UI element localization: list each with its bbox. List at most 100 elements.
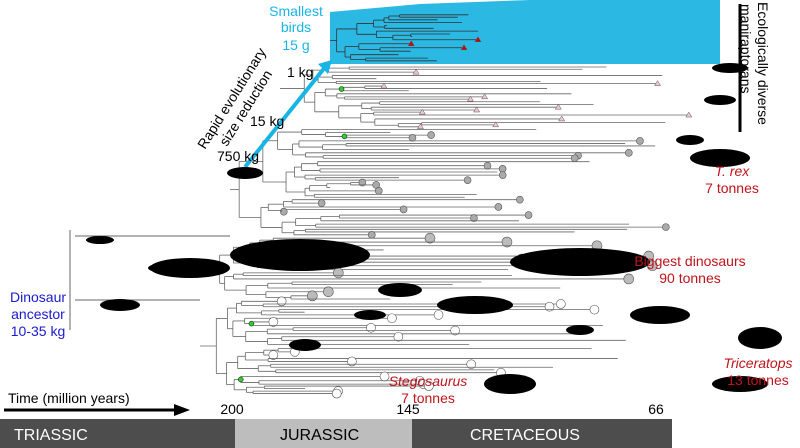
silhouette [630,306,690,324]
tip [654,80,662,86]
tip [481,93,489,100]
silhouette [148,264,172,272]
tip [358,178,367,187]
tip [393,331,404,342]
label: T. rex 7 tonnes [705,163,759,196]
tip [433,310,444,320]
tip [516,195,524,204]
arrow-head [318,60,332,74]
tip [570,154,579,163]
label: Triceratops 13 tonnes [724,355,793,388]
period-bar [412,419,672,448]
tip [473,106,481,113]
tip [466,95,474,102]
period-label: TRIASSIC [14,427,88,444]
tick-label: 145 [396,401,420,417]
silhouette [712,63,748,73]
tip [424,232,436,244]
bird-phylogeny [330,14,482,62]
silhouette [289,339,321,351]
phylogeny [69,66,693,399]
tip [623,273,635,285]
tip [323,286,334,298]
node [248,320,255,327]
tip [366,322,376,333]
tip [494,203,503,211]
tip [554,103,562,110]
tip [279,207,288,216]
silhouette [510,248,650,276]
silhouette [704,95,736,105]
silhouette [437,296,513,314]
tip [498,171,507,179]
node [237,376,244,383]
tip [374,187,383,195]
label: 15 kg [250,113,284,129]
silhouette [484,374,536,394]
tip [418,108,426,115]
tip [450,325,460,336]
silhouette [230,239,370,271]
axis-title: Time (million years) [8,390,130,406]
tip [307,290,318,302]
tip [524,211,533,219]
silhouette [690,149,750,167]
tip [589,304,600,315]
node [341,133,348,140]
tip [407,40,415,47]
tip [276,296,287,307]
label: Smallest birds 15 g [269,3,323,53]
tip [460,44,468,51]
tip [544,301,555,312]
silhouette [378,283,422,297]
label: 750 kg [217,148,259,164]
silhouette [354,310,386,320]
label: 1 kg [287,64,313,80]
tip [556,299,566,309]
tip [268,350,279,360]
tip [498,165,507,173]
label: Dinosaur ancestor 10-35 kg [10,289,66,339]
tip [492,121,500,128]
tip [636,137,644,145]
tip [483,161,492,170]
silhouette [566,325,594,335]
tip [424,381,434,391]
silhouette [712,376,768,392]
period-bar [0,419,235,448]
silhouette [227,167,263,179]
tip [399,205,408,214]
label: Ecologically diversemaniraptorans [738,2,771,125]
tip [412,68,420,75]
period-label: CRETACEOUS [470,427,580,444]
tip [317,199,326,207]
period-bar [235,419,412,448]
tip [331,388,342,399]
tip [466,359,477,370]
tip [387,313,397,324]
tip [558,115,566,122]
tip [367,231,376,239]
tip [408,133,417,142]
silhouette [676,135,704,145]
label: Stegosaurus 7 tonnes [389,373,468,406]
tip [470,214,478,222]
label: Biggest dinosaurs 90 tonnes [634,253,745,286]
arrow-head [174,404,190,416]
tip [662,223,670,231]
tip [625,149,633,157]
tip [501,236,513,248]
label: Rapid evolutionarysize reduction [194,45,283,161]
silhouette [738,327,782,349]
silhouette [100,299,140,311]
tick-label: 200 [220,401,244,417]
period-label: JURASSIC [280,427,359,444]
silhouettes [86,63,782,394]
node [338,86,345,92]
tip [427,131,435,139]
tip [474,36,482,42]
tip [463,176,472,184]
silhouette [150,258,230,278]
tip [268,317,279,327]
